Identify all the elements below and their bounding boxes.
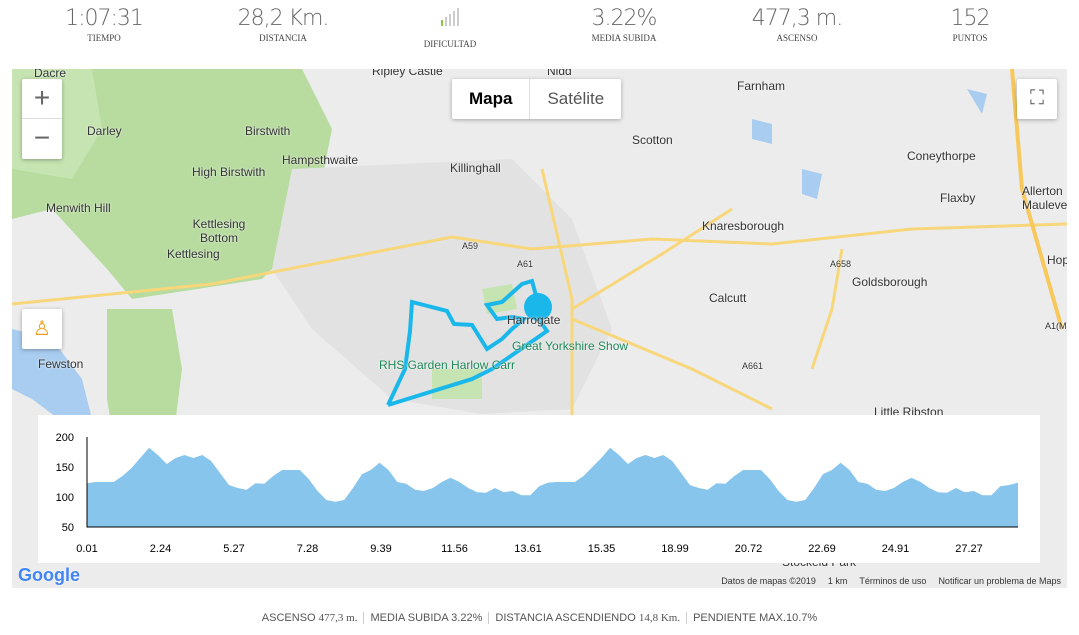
map-place-label: Coneythorpe bbox=[907, 149, 976, 163]
map-type-satelite[interactable]: Satélite bbox=[529, 79, 621, 119]
map-place-label: A658 bbox=[830, 259, 852, 269]
map-place-label: Darley bbox=[87, 124, 122, 138]
map-place-label: Killinghall bbox=[450, 161, 501, 175]
map-place-label: Farnham bbox=[737, 79, 786, 93]
map-place-label: Great Yorkshire Show bbox=[512, 339, 629, 353]
map-place-label: Fewston bbox=[38, 357, 84, 371]
zoom-in-button[interactable]: + bbox=[22, 79, 62, 119]
x-tick-label: 20.72 bbox=[735, 543, 763, 555]
stat-tiempo: 1:07:31 TIEMPO bbox=[65, 6, 144, 43]
y-tick-label: 200 bbox=[56, 432, 74, 444]
x-tick-label: 0.01 bbox=[76, 543, 97, 555]
map-place-label: Scotton bbox=[632, 133, 673, 147]
map-place-label: Allerton Mauleverer bbox=[1022, 184, 1067, 212]
map-place-label: Dacre bbox=[34, 69, 67, 80]
difficulty-bars bbox=[441, 6, 459, 26]
elevation-chart-svg: 200 150 100 500.01 2.24 5.27 7.28 9.39 11.56 13.6… bbox=[56, 432, 1018, 555]
x-tick-label: 24.91 bbox=[882, 543, 910, 555]
x-tick-label: 27.27 bbox=[955, 543, 983, 555]
report-link[interactable]: Notificar un problema de Maps bbox=[938, 576, 1061, 586]
chart-axis bbox=[86, 437, 1018, 528]
x-tick-label: 13.61 bbox=[514, 543, 542, 555]
fullscreen-icon[interactable]: ⛶ bbox=[1017, 79, 1057, 119]
x-tick-label: 9.39 bbox=[370, 543, 391, 555]
map-attribution: Datos de mapas ©2019 1 km Términos de us… bbox=[721, 576, 1061, 586]
x-tick-label: 7.28 bbox=[297, 543, 318, 555]
y-tick-label: 150 bbox=[56, 462, 74, 474]
footer-media-subida: MEDIA SUBIDA 3.22% bbox=[364, 612, 490, 624]
stat-dificultad: DIFICULTAD bbox=[370, 2, 530, 49]
zoom-out-button[interactable]: − bbox=[33, 122, 51, 153]
stats-bar: 1:07:31 TIEMPO 28,2 Km. DISTANCIA DIFICULT… bbox=[0, 0, 1079, 60]
elevation-area bbox=[87, 447, 1018, 527]
street-view-icon[interactable]: ♙ bbox=[22, 309, 62, 349]
map-place-label: A661 bbox=[742, 361, 764, 371]
map-place-label: A61 bbox=[517, 259, 534, 269]
difficulty-bar bbox=[445, 17, 447, 26]
map-place-label: Kettlesing bbox=[167, 247, 220, 261]
route-end-marker[interactable] bbox=[524, 293, 552, 321]
map-place-label: Hopperton bbox=[1047, 253, 1067, 267]
stat-media-subida: 3.22% MEDIA SUBIDA bbox=[591, 6, 658, 43]
map-type-mapa[interactable]: Mapa bbox=[469, 89, 513, 108]
map-place-label: RHS Garden Harlow Carr bbox=[379, 358, 516, 372]
difficulty-bar bbox=[449, 14, 451, 26]
route-line bbox=[386, 278, 550, 407]
footer-distancia-ascendiendo: DISTANCIA ASCENDIENDO 14,8 Km. bbox=[489, 612, 688, 624]
google-logo: Google bbox=[18, 565, 80, 585]
x-tick-label: 11.56 bbox=[441, 543, 468, 555]
footer-ascenso: ASCENSO 477,3 m. bbox=[255, 612, 365, 624]
map-place-label: Knaresborough bbox=[702, 219, 785, 233]
x-tick-label: 2.24 bbox=[150, 543, 171, 555]
zoom-control: + − bbox=[22, 79, 62, 159]
map-place-label: Calcutt bbox=[709, 291, 747, 305]
difficulty-bar bbox=[453, 11, 455, 26]
elevation-chart: 200 150 100 50 0.01 2.24 5.27 7.28 9.39 11.56 13.6… bbox=[38, 415, 1040, 563]
difficulty-bar bbox=[457, 8, 459, 26]
map-place-label: Kettlesing Bottom bbox=[192, 217, 246, 245]
map-place-label: Menwith Hill bbox=[46, 201, 111, 215]
y-tick-label: 50 bbox=[62, 522, 74, 534]
footer-stats: ASCENSO 477,3 m. MEDIA SUBIDA 3.22% DISTAN… bbox=[0, 612, 1079, 624]
map-place-label: Flaxby bbox=[940, 191, 976, 205]
map-place-label: A59 bbox=[462, 241, 479, 251]
stat-distancia: 28,2 Km. DISTANCIA bbox=[237, 6, 330, 43]
map-place-label: Harrogate bbox=[507, 313, 561, 327]
stat-ascenso: 477,3 m. ASCENSO bbox=[751, 6, 843, 43]
map-place-label: Goldsborough bbox=[852, 275, 928, 289]
map-scale: 1 km bbox=[827, 576, 848, 586]
x-tick-label: 5.27 bbox=[223, 543, 244, 555]
x-tick-label: 18.99 bbox=[661, 543, 689, 555]
map-type-control: Mapa Satélite bbox=[452, 79, 622, 119]
footer-pendiente-max: PENDIENTE MAX.10.7% bbox=[693, 612, 818, 624]
terms-link[interactable]: Términos de uso bbox=[859, 576, 927, 586]
x-tick-label: 22.69 bbox=[808, 543, 836, 555]
map-place-label: Nidd bbox=[547, 69, 572, 78]
y-tick-label: 100 bbox=[56, 492, 74, 504]
difficulty-bar bbox=[441, 20, 443, 26]
map-place-label: Birstwith bbox=[245, 124, 291, 138]
stat-puntos: 152 PUNTOS bbox=[950, 6, 991, 43]
x-tick-label: 15.35 bbox=[588, 543, 616, 555]
map-place-label: Ripley Castle bbox=[372, 69, 443, 78]
map-place-label: A1(M) bbox=[1045, 321, 1067, 331]
map-place-label: Hampsthwaite bbox=[282, 153, 359, 167]
map-place-label: High Birstwith bbox=[192, 165, 266, 179]
